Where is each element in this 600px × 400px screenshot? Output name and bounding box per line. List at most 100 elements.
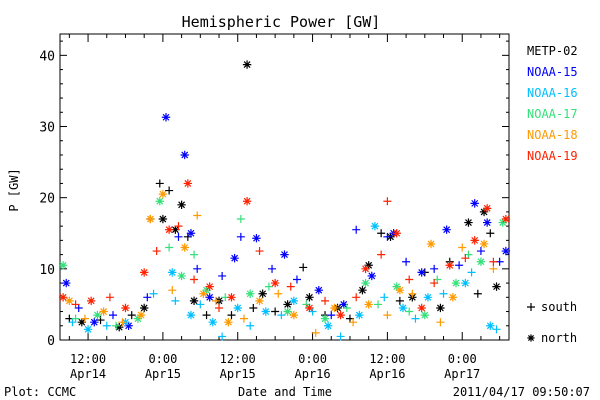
- noaa-15-south-point: [292, 275, 301, 284]
- metp-02-north-point: [77, 318, 87, 327]
- legend-entry-noaa-16: NOAA-16: [527, 86, 578, 100]
- noaa-18-north-point: [255, 296, 264, 306]
- noaa-15-north-point: [230, 253, 239, 263]
- noaa-18-south-point: [168, 286, 177, 295]
- noaa-17-south-point: [264, 282, 273, 291]
- x-tick-label-date: Apr16: [295, 367, 331, 381]
- noaa-19-north-point: [139, 268, 149, 277]
- legend-entry-noaa-15: NOAA-15: [527, 65, 578, 79]
- noaa-17-north-point: [93, 310, 102, 320]
- legend-entry-noaa-18: NOAA-18: [527, 128, 578, 142]
- noaa-19-south-point: [174, 222, 183, 231]
- noaa-16-south-point: [439, 289, 448, 298]
- noaa-18-north-point: [99, 307, 108, 316]
- noaa-16-north-point: [398, 303, 408, 313]
- noaa-19-south-point: [152, 247, 161, 256]
- plot-frame: [59, 33, 510, 341]
- noaa-16-south-point: [149, 289, 158, 298]
- noaa-16-north-point: [289, 296, 299, 306]
- noaa-19-north-point: [336, 310, 345, 320]
- noaa-17-north-point: [451, 278, 461, 288]
- x-tick-label-date: Apr17: [444, 367, 480, 381]
- noaa-19-south-point: [405, 275, 414, 284]
- metp-02-north-point: [242, 60, 252, 69]
- noaa-16-south-point: [411, 314, 420, 323]
- noaa-18-south-point: [458, 243, 467, 252]
- noaa-16-south-point: [171, 296, 180, 305]
- y-tick-label: 0: [47, 334, 55, 349]
- marker-legend-label-south: south: [541, 300, 577, 314]
- noaa-15-north-point: [186, 229, 196, 238]
- legend: METP-02 NOAA-15 NOAA-16 NOAA-17 NOAA-18 NOAA-…: [527, 44, 578, 163]
- metp-02-south-point: [473, 289, 482, 298]
- noaa-19-north-point: [205, 282, 214, 291]
- noaa-15-north-point: [124, 321, 133, 330]
- noaa-17-north-point: [58, 261, 68, 270]
- noaa-17-south-point: [165, 243, 174, 252]
- noaa-16-north-point: [486, 321, 495, 330]
- metp-02-south-point: [271, 307, 280, 316]
- noaa-17-north-point: [202, 285, 211, 295]
- noaa-16-south-point: [102, 321, 111, 330]
- noaa-16-south-point: [277, 311, 286, 320]
- noaa-18-north-point: [289, 310, 299, 320]
- noaa-18-north-point: [224, 318, 233, 327]
- legend-entry-noaa-17: NOAA-17: [527, 107, 578, 121]
- y-tick-label: 30: [39, 121, 55, 136]
- metp-02-north-point: [305, 293, 314, 302]
- noaa-19-north-point: [86, 296, 96, 306]
- x-tick-label-time: 12:00: [369, 352, 405, 366]
- x-axis-label: Date and Time: [238, 385, 332, 399]
- noaa-18-south-point: [80, 314, 89, 323]
- metp-02-south-point: [165, 186, 174, 195]
- noaa-17-south-point: [236, 215, 245, 224]
- noaa-19-south-point: [321, 296, 330, 305]
- noaa-15-south-point: [383, 232, 392, 241]
- noaa-17-north-point: [498, 218, 507, 227]
- noaa-19-north-point: [164, 225, 174, 234]
- noaa-15-south-point: [109, 311, 118, 320]
- noaa-19-south-point: [383, 197, 392, 206]
- noaa-17-south-point: [71, 314, 80, 323]
- noaa-19-north-point: [392, 229, 401, 238]
- noaa-18-north-point: [199, 289, 208, 298]
- noaa-15-south-point: [430, 264, 439, 273]
- x-tick-label-time: 12:00: [70, 352, 106, 366]
- x-tick-label-time: 0:00: [448, 352, 477, 366]
- noaa-18-north-point: [330, 303, 339, 313]
- noaa-19-north-point: [470, 236, 479, 245]
- noaa-15-south-point: [218, 271, 227, 280]
- noaa-18-south-point: [489, 264, 498, 273]
- plot-source-label: Plot: CCMC: [4, 385, 76, 399]
- noaa-19-north-point: [305, 303, 314, 313]
- noaa-15-north-point: [90, 318, 99, 327]
- noaa-19-south-point: [461, 254, 470, 263]
- noaa-15-north-point: [367, 271, 377, 281]
- noaa-15-north-point: [482, 218, 492, 227]
- noaa-19-south-point: [377, 250, 386, 259]
- noaa-16-north-point: [423, 293, 433, 302]
- north-marker-icon: [527, 334, 535, 342]
- x-tick-label-date: Apr15: [145, 367, 181, 381]
- metp-02-north-point: [479, 207, 489, 217]
- noaa-16-south-point: [467, 268, 476, 277]
- noaa-19-north-point: [242, 197, 252, 206]
- noaa-16-north-point: [461, 278, 470, 288]
- noaa-17-north-point: [177, 271, 186, 281]
- data-points: [58, 60, 511, 341]
- y-tick-label: 40: [39, 49, 55, 64]
- noaa-18-north-point: [479, 239, 489, 249]
- noaa-19-south-point: [286, 282, 295, 291]
- y-axis: 0 10 20 30 40: [39, 40, 509, 349]
- noaa-18-south-point: [211, 296, 220, 305]
- noaa-15-north-point: [252, 234, 261, 243]
- noaa-16-south-point: [196, 300, 205, 309]
- metp-02-south-point: [202, 311, 211, 320]
- noaa-18-south-point: [349, 318, 358, 327]
- noaa-19-south-point: [352, 293, 361, 302]
- noaa-19-north-point: [417, 303, 426, 313]
- x-tick-label-time: 0:00: [148, 352, 177, 366]
- noaa-15-south-point: [174, 232, 183, 241]
- noaa-15-north-point: [205, 293, 214, 302]
